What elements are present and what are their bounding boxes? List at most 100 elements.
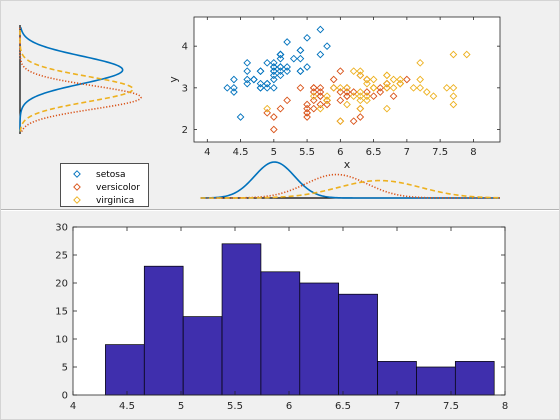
scatter-point [356,96,365,105]
scatter-point [323,96,331,105]
scatter-point [383,104,391,113]
scatter-point [336,67,345,76]
scatter-point [356,104,365,113]
scatter-point [363,92,371,101]
histogram-x-tick-label: 4 [70,401,76,412]
legend: setosa versicolor virginica [60,163,149,207]
scatter-point [416,58,425,67]
scatter-series-virginica [263,50,471,126]
histogram-x-tick-label: 7.5 [443,401,459,412]
scatter-point [236,113,245,121]
scatter-point [343,88,351,96]
scatter-point [296,83,305,92]
histogram-x-tick-label: 8 [502,401,508,412]
histogram-y-tick-label: 15 [55,307,68,318]
y-density-plot [19,25,142,134]
histogram-bar [299,282,340,396]
scatter-point [256,79,265,88]
scatter-point [269,83,278,92]
scatter-point [303,63,311,71]
histogram-bar [454,361,495,396]
scatter-point [329,83,338,92]
scatter-point [303,104,311,113]
scatter-point [329,75,338,84]
scatter-x-tick-label: 6.5 [366,147,382,158]
scatter-point [376,83,385,92]
scatter-series-setosa [223,25,331,121]
histogram-axes: 4 4.5 5 5.5 6 6.5 7 7.5 8 0 5 10 15 20 25 30 [55,223,508,413]
scatter-y-tick-label: 2 [182,125,188,136]
scatter-x-tick-label: 7.5 [432,147,448,158]
scatter-x-tick-label: 7 [404,147,410,158]
scatter-x-tick-label: 4.5 [233,147,249,158]
legend-label-setosa: setosa [96,170,125,180]
scatter-y-label: y [167,76,180,83]
scatter-x-label: x [344,158,351,171]
histogram-x-tick-label: 7 [394,401,400,412]
scatter-frame [193,16,501,143]
scatter-point [309,92,318,101]
scatter-point [296,67,305,76]
scatter-point [316,88,325,96]
scatter-point [336,96,345,105]
histogram-y-tick-label: 5 [62,363,68,374]
histogram-bar [338,293,378,396]
scatter-point [309,104,318,113]
scatter-point [243,67,252,76]
scatter-point [369,92,378,101]
scatter-point [323,42,331,51]
histogram-x-ticks: 4 4.5 5 5.5 6 6.5 7 7.5 8 [70,227,508,412]
scatter-point [296,46,305,55]
histogram-bar [416,366,456,396]
scatter-point [276,50,285,59]
scatter-point [269,125,278,134]
scatter-point [243,75,252,84]
scatter-point [369,75,378,84]
scatter-y-tick-label: 4 [182,42,188,53]
scatter-point [336,83,345,92]
scatter-point [256,83,265,92]
histogram-x-tick-label: 6 [286,401,292,412]
histogram-x-tick-label: 5 [178,401,184,412]
scatter-point [363,75,371,84]
scatter-point [263,108,272,117]
scatter-point [269,71,278,80]
scatter-point [429,92,438,101]
scatter-point [263,58,272,67]
histogram-y-tick-label: 10 [55,335,68,346]
histogram-bar [260,271,301,396]
scatter-point [276,67,285,76]
scatter-point [276,71,285,80]
scatter-point [316,50,325,59]
scatter-point [389,92,398,101]
scatter-point [462,50,471,59]
scatter-point [283,67,291,76]
scatter-x-tick-label: 6 [337,147,343,158]
scatter-point [383,83,391,92]
scatter-point [389,83,398,92]
scatter-point [269,58,278,67]
scatter-point [303,113,311,121]
scatter-point [223,83,232,92]
scatter-point [343,100,351,109]
scatter-point [356,113,365,121]
scatter-point [283,38,291,46]
scatter-point [442,83,451,92]
scatter-point [416,83,425,92]
scatter-point [289,54,298,63]
scatter-point [303,100,311,109]
scatter-point [422,88,431,96]
scatter-point [416,75,425,84]
scatter-plot-area [194,17,500,142]
scatter-point [316,25,325,34]
scatter-point [283,63,291,71]
scatter-y-tick-label: 3 [182,83,188,94]
scatter-point [449,50,458,59]
x-density-curve-versicolor [200,173,500,199]
scatter-x-tick-label: 4 [204,147,210,158]
histogram-bar [221,243,262,396]
scatter-point [396,79,405,88]
scatter-point [356,92,365,101]
scatter-point [250,75,258,84]
